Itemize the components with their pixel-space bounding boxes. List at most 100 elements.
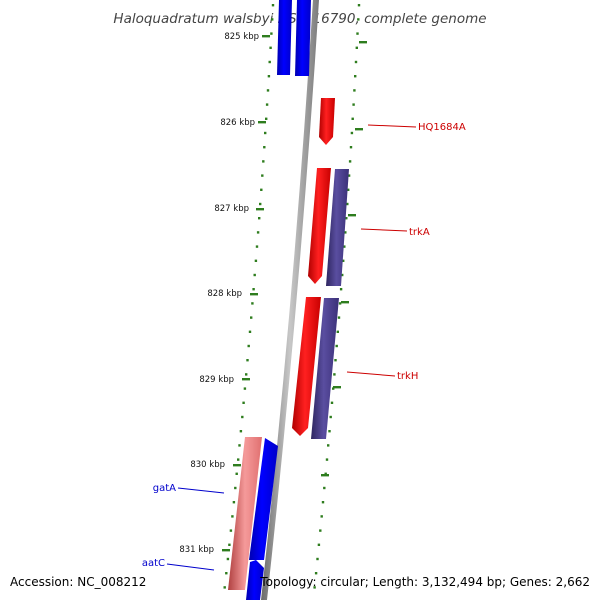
tick-mark-829 bbox=[242, 378, 250, 381]
guide-dot bbox=[334, 359, 337, 362]
guide-dot bbox=[339, 288, 343, 291]
guide-dot bbox=[255, 245, 259, 248]
guide-dot bbox=[338, 302, 342, 305]
gene-label-text: gatA bbox=[153, 483, 176, 494]
guide-dot bbox=[352, 103, 355, 106]
tick-label-827: 827 kbp bbox=[214, 204, 249, 214]
guide-dot bbox=[347, 174, 351, 177]
gene-label-text: HQ1684A bbox=[418, 122, 466, 133]
guide-dot bbox=[346, 202, 349, 206]
guide-dot bbox=[253, 273, 256, 277]
guide-dot bbox=[337, 316, 341, 319]
gene-aatC-blue[interactable] bbox=[246, 560, 264, 600]
leader-line bbox=[367, 124, 417, 128]
gene-gatA-blue[interactable] bbox=[249, 438, 278, 560]
label-gatA[interactable]: gatA bbox=[153, 483, 225, 494]
tick-label-831: 831 kbp bbox=[179, 545, 214, 555]
tick-label-825: 825 kbp bbox=[224, 32, 259, 42]
guide-dot bbox=[226, 557, 230, 561]
guide-dot bbox=[242, 401, 245, 404]
guide-dot bbox=[246, 359, 249, 362]
guide-dot bbox=[234, 486, 237, 490]
guide-dot bbox=[353, 89, 356, 92]
leader-line bbox=[346, 371, 396, 377]
guide-dot bbox=[342, 259, 345, 262]
guide-dot bbox=[239, 430, 243, 433]
guide-dot bbox=[327, 444, 330, 447]
guide-dot bbox=[319, 529, 322, 532]
guide-dot bbox=[332, 387, 335, 390]
gene-trkA-cds[interactable] bbox=[326, 169, 349, 286]
guide-dot bbox=[256, 231, 260, 234]
guide-dot bbox=[263, 146, 266, 149]
label-trkA[interactable]: trkA bbox=[360, 227, 430, 238]
gene-forward-825a[interactable] bbox=[277, 0, 292, 75]
gene-trkH-cds[interactable] bbox=[311, 298, 339, 439]
guide-dot bbox=[323, 486, 326, 490]
gene-trkA-red[interactable] bbox=[308, 168, 331, 284]
guide-dot bbox=[325, 458, 329, 461]
leader-line bbox=[177, 487, 225, 494]
guide-dot bbox=[271, 4, 275, 7]
guide-dot bbox=[265, 103, 269, 106]
guide-dot bbox=[329, 415, 332, 419]
guide-dot bbox=[328, 430, 331, 433]
guide-dot bbox=[351, 117, 354, 120]
tick-mark-831 bbox=[222, 549, 230, 552]
guide-dot bbox=[268, 60, 271, 64]
scale-ticks: 825 kbp 826 kbp 827 kbp 828 kbp 829 kbp … bbox=[179, 32, 270, 555]
guide-dot bbox=[324, 472, 327, 475]
guide-dot bbox=[245, 373, 248, 376]
label-HQ1684A[interactable]: HQ1684A bbox=[367, 122, 466, 133]
gene-trkH-red[interactable] bbox=[292, 297, 321, 436]
gene-gatA-pink[interactable] bbox=[228, 437, 262, 590]
guide-dot bbox=[247, 344, 250, 348]
label-aatC[interactable]: aatC bbox=[142, 558, 215, 571]
right-tick-mark bbox=[333, 386, 341, 389]
right-tick-mark bbox=[355, 128, 363, 131]
gene-HQ1684A[interactable] bbox=[319, 98, 335, 145]
guide-dot bbox=[345, 217, 348, 220]
guide-dot bbox=[357, 18, 360, 21]
guide-dot bbox=[250, 316, 253, 319]
right-tick-mark bbox=[359, 41, 367, 44]
guide-dot bbox=[228, 543, 231, 546]
guide-dot bbox=[241, 415, 244, 419]
guide-dot bbox=[350, 131, 354, 135]
gene-label-text: trkA bbox=[409, 227, 430, 238]
guide-dot bbox=[336, 330, 339, 333]
guide-dot bbox=[341, 273, 344, 277]
guide-dot bbox=[344, 231, 347, 234]
guide-dot bbox=[252, 288, 255, 291]
guide-dot bbox=[223, 586, 226, 589]
guide-dot bbox=[330, 401, 334, 404]
tick-label-830: 830 kbp bbox=[190, 460, 225, 470]
guide-dot bbox=[347, 188, 350, 191]
guide-dot bbox=[343, 245, 346, 248]
label-trkH[interactable]: trkH bbox=[346, 371, 418, 382]
guide-dot bbox=[238, 444, 241, 447]
guide-dot bbox=[251, 302, 254, 305]
gene-forward-825b[interactable] bbox=[295, 0, 311, 76]
tick-label-826: 826 kbp bbox=[220, 118, 255, 128]
tick-label-828: 828 kbp bbox=[207, 289, 242, 299]
guide-dot bbox=[265, 117, 268, 120]
tick-mark-825 bbox=[262, 35, 270, 38]
right-tick-mark bbox=[341, 301, 349, 304]
guide-dot bbox=[354, 60, 358, 64]
guide-dot bbox=[270, 32, 273, 35]
tick-mark-828 bbox=[250, 293, 258, 296]
guide-dot bbox=[335, 344, 338, 348]
guide-dot bbox=[321, 501, 325, 504]
right-guide-ring bbox=[313, 4, 361, 589]
guide-dot bbox=[259, 202, 262, 206]
guide-dot bbox=[262, 160, 265, 163]
guide-dot bbox=[317, 543, 321, 546]
guide-dot bbox=[316, 557, 319, 561]
guide-dot bbox=[237, 458, 240, 461]
guide-dot bbox=[235, 472, 238, 475]
tick-mark-827 bbox=[256, 208, 264, 211]
gene-label-text: trkH bbox=[397, 371, 418, 382]
guide-dot bbox=[269, 46, 272, 49]
